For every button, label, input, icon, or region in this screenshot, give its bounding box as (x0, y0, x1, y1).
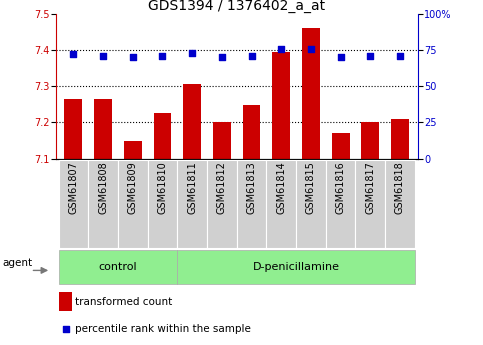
Bar (88, 160, 118, 247)
Text: transformed count: transformed count (75, 297, 173, 307)
Text: GSM61808: GSM61808 (98, 161, 108, 214)
Text: GSM61807: GSM61807 (69, 161, 78, 214)
Bar (207, 160, 237, 247)
Bar (58, 160, 88, 247)
Bar (118, 160, 148, 247)
Bar (59, 293, 72, 310)
Text: GSM61813: GSM61813 (246, 161, 256, 214)
Point (277, 46, 285, 51)
Point (337, 55, 344, 60)
Text: GSM61809: GSM61809 (128, 161, 138, 214)
Text: GSM61814: GSM61814 (276, 161, 286, 214)
Bar (385, 160, 415, 247)
Bar (361, 122, 379, 159)
Point (62, 327, 70, 332)
Text: percentile rank within the sample: percentile rank within the sample (75, 324, 251, 334)
Bar (148, 160, 177, 247)
Bar (94, 99, 112, 159)
Text: GSM61810: GSM61810 (157, 161, 168, 214)
Bar (58, 250, 177, 284)
Title: GDS1394 / 1376402_a_at: GDS1394 / 1376402_a_at (148, 0, 325, 13)
Bar (177, 160, 207, 247)
Text: GSM61817: GSM61817 (365, 161, 375, 214)
Text: GSM61812: GSM61812 (217, 161, 227, 214)
Point (158, 53, 166, 59)
Bar (332, 133, 350, 159)
Bar (154, 114, 171, 159)
Point (99, 53, 107, 59)
Bar (124, 141, 142, 159)
Text: agent: agent (3, 258, 33, 268)
Text: GSM61815: GSM61815 (306, 161, 316, 214)
Point (248, 53, 256, 59)
Bar (64, 99, 82, 159)
Point (188, 50, 196, 56)
Text: control: control (99, 263, 137, 272)
Bar (296, 160, 326, 247)
Text: GSM61811: GSM61811 (187, 161, 197, 214)
Text: D-penicillamine: D-penicillamine (253, 263, 340, 272)
Point (129, 55, 137, 60)
Point (367, 53, 374, 59)
Point (396, 53, 404, 59)
Bar (177, 250, 415, 284)
Bar (326, 160, 355, 247)
Bar (242, 105, 260, 159)
Text: GSM61816: GSM61816 (336, 161, 346, 214)
Point (70, 52, 77, 57)
Bar (272, 52, 290, 159)
Text: GSM61818: GSM61818 (395, 161, 405, 214)
Point (307, 46, 315, 51)
Point (218, 55, 226, 60)
Bar (183, 85, 201, 159)
Bar (391, 119, 409, 159)
Bar (266, 160, 296, 247)
Bar (302, 28, 320, 159)
Bar (355, 160, 385, 247)
Bar (213, 122, 231, 159)
Bar (237, 160, 266, 247)
